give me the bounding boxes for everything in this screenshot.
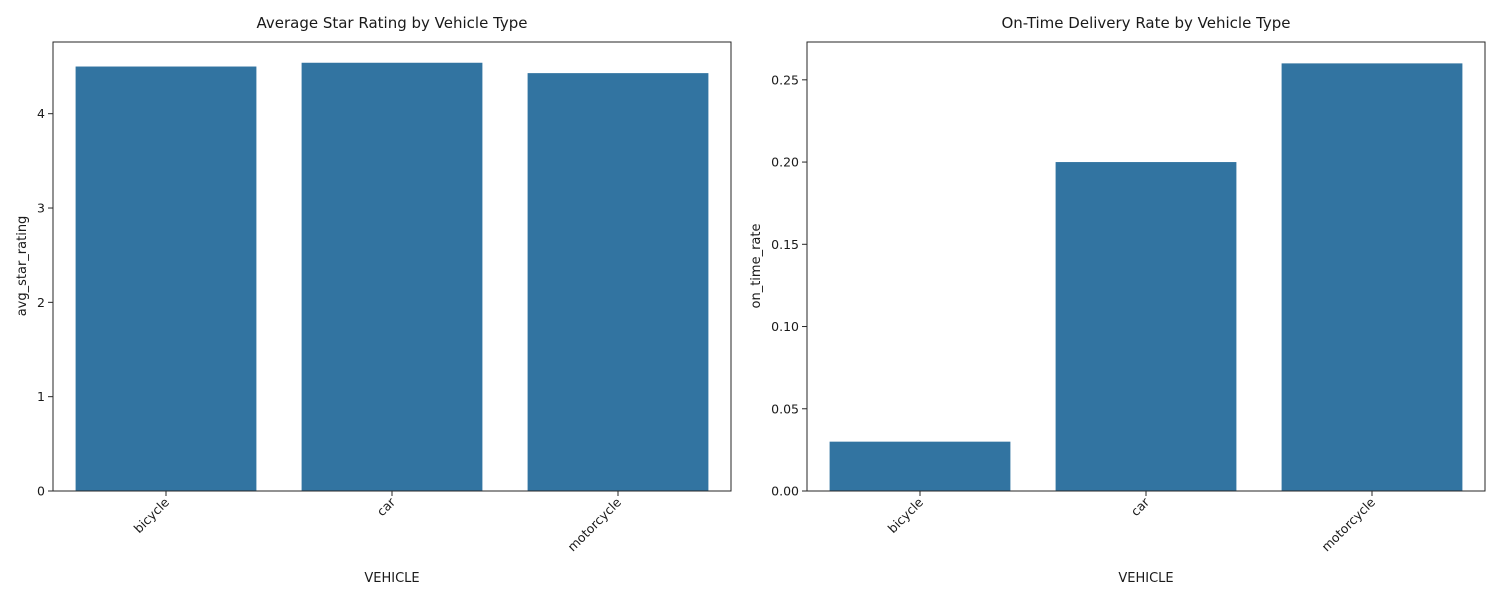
x-axis-label: VEHICLE — [364, 571, 419, 586]
y-tick-label: 0.15 — [771, 237, 799, 252]
y-tick-label: 0.20 — [771, 155, 799, 170]
y-tick-label: 3 — [37, 201, 45, 216]
y-tick-label: 0.25 — [771, 72, 799, 87]
x-tick-label: car — [374, 494, 399, 519]
y-tick-label: 0.05 — [771, 401, 799, 416]
bars — [75, 62, 709, 492]
bar-motorcycle — [1281, 63, 1463, 491]
axes-frame — [52, 41, 732, 492]
bar-car — [1055, 162, 1237, 492]
bar-car — [301, 62, 483, 491]
x-tick-label: motorcycle — [1318, 494, 1378, 554]
bar-bicycle — [829, 441, 1011, 491]
x-axis-label: VEHICLE — [1118, 571, 1173, 586]
bars — [829, 63, 1463, 492]
bar-bicycle — [75, 66, 257, 491]
chart-on-time-delivery-rate: On-Time Delivery Rate by Vehicle Type VE… — [749, 14, 1486, 586]
y-tick-label: 0.10 — [771, 319, 799, 334]
chart-title: On-Time Delivery Rate by Vehicle Type — [1001, 14, 1290, 32]
chart-title: Average Star Rating by Vehicle Type — [256, 14, 527, 32]
chart-average-star-rating: Average Star Rating by Vehicle Type VEHI… — [15, 14, 732, 586]
bar-motorcycle — [527, 73, 709, 492]
x-tick-label: car — [1128, 494, 1153, 519]
y-axis-label: avg_star_rating — [15, 216, 30, 317]
y-tick-label: 0.00 — [771, 484, 799, 499]
y-tick-label: 2 — [37, 295, 45, 310]
x-tick-label: bicycle — [131, 494, 173, 536]
x-tick-label: bicycle — [885, 494, 927, 536]
axes-frame — [806, 41, 1486, 492]
y-tick-label: 1 — [37, 389, 45, 404]
y-tick-label: 4 — [37, 106, 45, 121]
x-tick-label: motorcycle — [564, 494, 624, 554]
y-tick-label: 0 — [37, 484, 45, 499]
y-axis-label: on_time_rate — [749, 224, 764, 309]
